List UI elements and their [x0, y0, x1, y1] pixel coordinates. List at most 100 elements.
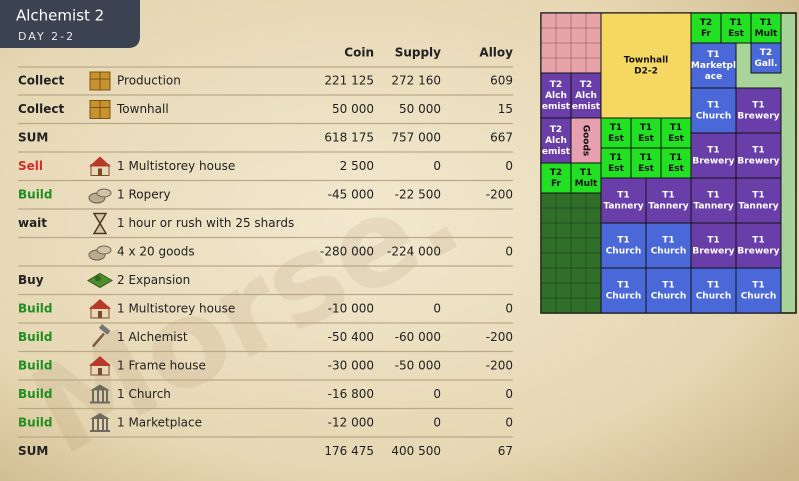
row-value: 0: [505, 387, 513, 401]
building: [630, 147, 662, 179]
building-label: Brewery: [737, 247, 779, 257]
row-value: 667: [490, 131, 513, 145]
row-action: Collect: [18, 74, 65, 88]
row-value: -200: [486, 188, 513, 202]
building-label: Est: [638, 164, 655, 174]
building-label: Est: [608, 134, 625, 144]
row-value: -45 000: [328, 188, 374, 202]
building: [750, 42, 782, 74]
icon-part: [98, 368, 102, 375]
row-action: SUM: [18, 444, 48, 458]
building-label: T1: [610, 123, 622, 133]
building-label: T1: [610, 153, 622, 163]
icon-part: [102, 419, 104, 430]
icon-part: [90, 413, 110, 419]
building: [630, 117, 662, 149]
icon-part: [90, 401, 110, 404]
building-label: D2-2: [634, 67, 658, 77]
title-tab: [0, 0, 140, 48]
building: [600, 222, 647, 269]
building-label: T1: [670, 153, 682, 163]
building: [735, 87, 782, 134]
icon-part: [95, 275, 101, 282]
building-label: Fr: [551, 179, 562, 189]
row-value: -200: [486, 330, 513, 344]
row-value: 609: [490, 74, 513, 88]
building-label: Alch: [545, 91, 567, 101]
row-item: 1 hour or rush with 25 shards: [117, 216, 294, 230]
row-action: Collect: [18, 102, 65, 116]
row-value: 50 000: [332, 102, 374, 116]
row-action: wait: [18, 216, 47, 230]
building: [720, 12, 752, 44]
building-label: Gall.: [754, 59, 777, 69]
building-label: T1: [707, 50, 719, 60]
building-label: T1: [580, 168, 592, 178]
row-value: -200: [486, 359, 513, 373]
map: TownhallD2-2T2FrT1EstT1MultT1Marketplace…: [540, 12, 797, 314]
building-label: T1: [707, 191, 719, 201]
icon: [87, 272, 113, 289]
building: [540, 162, 572, 194]
icon-part: [92, 390, 94, 402]
icon-part: [90, 430, 110, 432]
building-label: T1: [730, 18, 742, 28]
row-item: 1 Marketplace: [117, 416, 202, 430]
building-label: T1: [617, 281, 629, 291]
row-action: Build: [18, 302, 53, 316]
row-value: 400 500: [391, 444, 441, 458]
row-value: 176 475: [324, 444, 374, 458]
row-item: 1 Alchemist: [117, 330, 188, 344]
row-value: -224 000: [387, 245, 441, 259]
building-label: Church: [696, 292, 732, 302]
building-label: Est: [728, 29, 745, 39]
building-label: Est: [668, 164, 685, 174]
building-label: T1: [752, 191, 764, 201]
building-label: Brewery: [692, 247, 734, 257]
row-value: 0: [505, 245, 513, 259]
icon-part: [102, 390, 104, 402]
row-value: -60 000: [395, 330, 441, 344]
building-label: T1: [752, 236, 764, 246]
row-value: 67: [498, 444, 513, 458]
row-item: 1 Church: [117, 387, 171, 401]
building-label: Alch: [545, 136, 567, 146]
building: [645, 222, 692, 269]
row-action: Sell: [18, 159, 43, 173]
building: [600, 12, 692, 119]
row-value: -30 000: [328, 359, 374, 373]
row-item: 1 Multistorey house: [117, 302, 235, 316]
icon: [89, 156, 111, 176]
icon: [90, 413, 110, 432]
row-action: Build: [18, 359, 53, 373]
building: [735, 177, 782, 224]
row-action: Buy: [18, 273, 44, 287]
building: [750, 12, 782, 44]
building-label: T2: [550, 125, 562, 135]
row-value: 757 000: [391, 131, 441, 145]
row-value: 0: [505, 159, 513, 173]
building-label: Townhall: [624, 56, 669, 66]
row-item: 1 Frame house: [117, 359, 206, 373]
building-label: T1: [707, 146, 719, 156]
building-label: Mult: [755, 29, 778, 39]
row-value: -10 000: [328, 302, 374, 316]
building: [735, 132, 782, 179]
building: [600, 177, 647, 224]
building: [540, 117, 572, 164]
row-item: 1 Multistorey house: [117, 159, 235, 173]
icon-part: [98, 311, 102, 318]
building-label: T1: [707, 101, 719, 111]
building-label: T1: [752, 146, 764, 156]
building-label: Est: [608, 164, 625, 174]
icon-part: [106, 390, 108, 402]
icon-part: [106, 419, 108, 430]
row-value: -50 000: [395, 359, 441, 373]
building: [570, 162, 602, 194]
row-action: Build: [18, 188, 53, 202]
building-label: Church: [606, 247, 642, 257]
building-label: Church: [696, 112, 732, 122]
building-label: T2: [700, 18, 712, 28]
building-label: emist: [542, 147, 571, 157]
